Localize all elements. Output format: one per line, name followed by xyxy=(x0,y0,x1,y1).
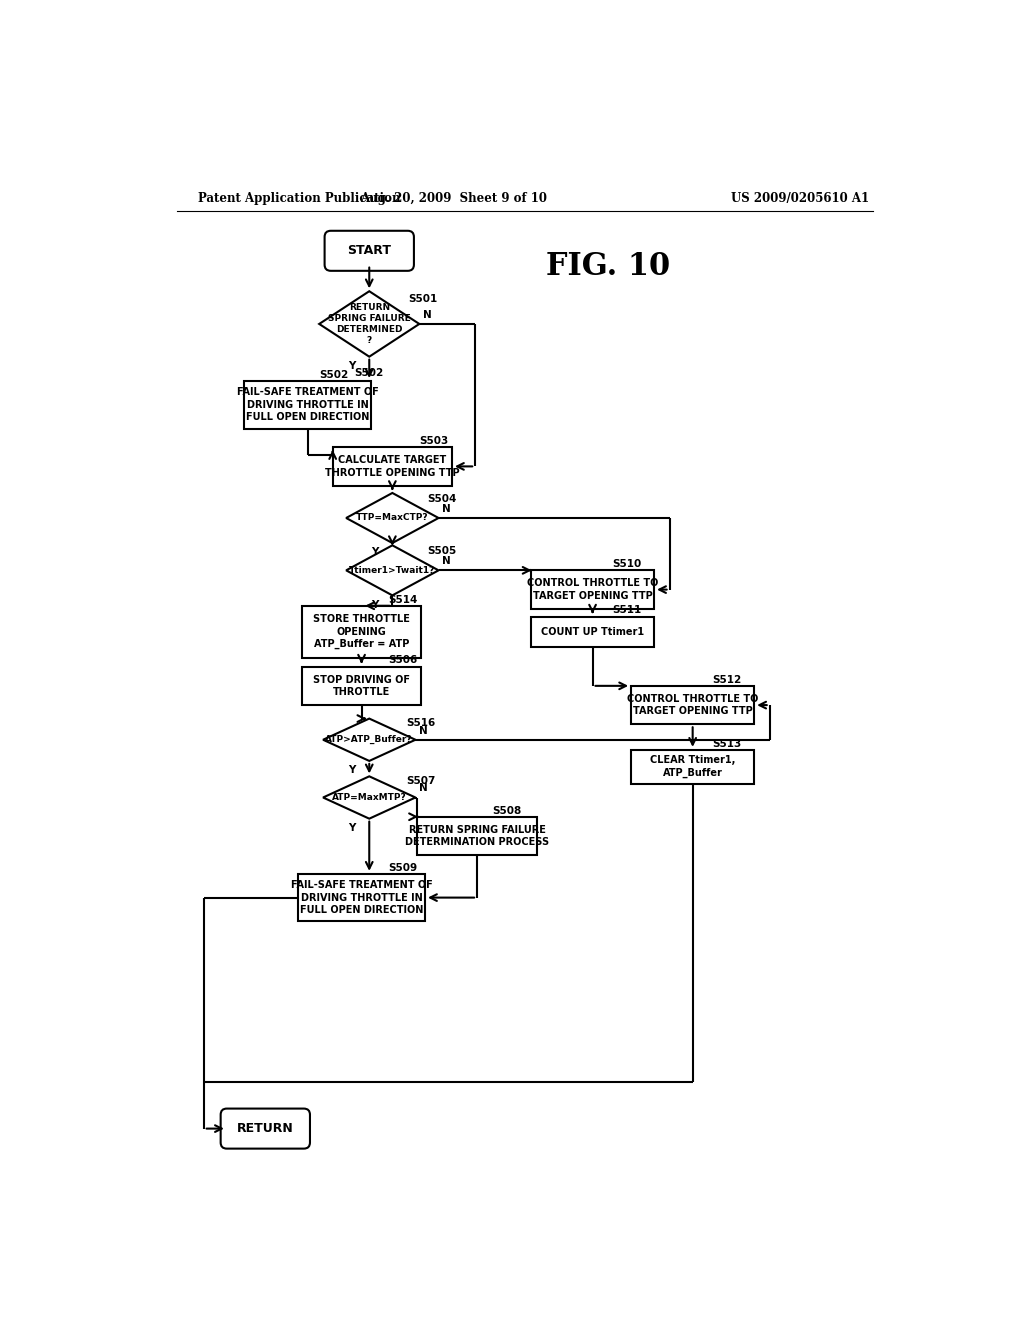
Text: S513: S513 xyxy=(712,739,741,748)
Text: S502: S502 xyxy=(354,368,383,379)
Text: US 2009/0205610 A1: US 2009/0205610 A1 xyxy=(731,191,869,205)
Text: S506: S506 xyxy=(388,656,418,665)
FancyBboxPatch shape xyxy=(220,1109,310,1148)
Bar xyxy=(298,874,425,921)
Bar xyxy=(244,381,371,429)
Text: COUNT UP Ttimer1: COUNT UP Ttimer1 xyxy=(541,627,644,638)
Text: S511: S511 xyxy=(611,606,641,615)
Text: S508: S508 xyxy=(493,805,521,816)
Text: S504: S504 xyxy=(427,494,457,504)
Text: STORE THROTTLE
OPENING
ATP_Buffer = ATP: STORE THROTTLE OPENING ATP_Buffer = ATP xyxy=(313,614,410,649)
Polygon shape xyxy=(319,292,419,356)
Text: FAIL-SAFE TREATMENT OF
DRIVING THROTTLE IN
FULL OPEN DIRECTION: FAIL-SAFE TREATMENT OF DRIVING THROTTLE … xyxy=(237,387,379,422)
Text: S505: S505 xyxy=(427,546,457,557)
Bar xyxy=(631,750,755,784)
Text: CLEAR Ttimer1,
ATP_Buffer: CLEAR Ttimer1, ATP_Buffer xyxy=(650,755,735,777)
Text: Y: Y xyxy=(348,766,355,775)
Text: N: N xyxy=(419,726,427,735)
Bar xyxy=(631,686,755,725)
Text: CALCULATE TARGET
THROTTLE OPENING TTP: CALCULATE TARGET THROTTLE OPENING TTP xyxy=(325,455,460,478)
Text: CONTROL THROTTLE TO
TARGET OPENING TTP: CONTROL THROTTLE TO TARGET OPENING TTP xyxy=(627,694,759,717)
Text: S507: S507 xyxy=(407,776,435,785)
Text: FAIL-SAFE TREATMENT OF
DRIVING THROTTLE IN
FULL OPEN DIRECTION: FAIL-SAFE TREATMENT OF DRIVING THROTTLE … xyxy=(291,880,432,915)
Text: RETURN SPRING FAILURE
DETERMINATION PROCESS: RETURN SPRING FAILURE DETERMINATION PROC… xyxy=(406,825,549,847)
FancyBboxPatch shape xyxy=(325,231,414,271)
Text: S512: S512 xyxy=(712,675,741,685)
Bar xyxy=(418,817,537,855)
Text: Y: Y xyxy=(371,548,379,557)
Bar xyxy=(302,667,421,705)
Text: STOP DRIVING OF
THROTTLE: STOP DRIVING OF THROTTLE xyxy=(313,675,410,697)
Text: S509: S509 xyxy=(388,862,418,873)
Text: FIG. 10: FIG. 10 xyxy=(546,251,670,281)
Text: S516: S516 xyxy=(407,718,435,729)
Text: RETURN: RETURN xyxy=(237,1122,294,1135)
Bar xyxy=(302,606,421,659)
Text: Ttimer1>Twait1?: Ttimer1>Twait1? xyxy=(349,566,435,574)
Text: S502: S502 xyxy=(319,370,348,380)
Bar xyxy=(333,447,452,486)
Text: S501: S501 xyxy=(408,294,437,304)
Text: N: N xyxy=(441,556,451,566)
Text: START: START xyxy=(347,244,391,257)
Polygon shape xyxy=(346,545,438,595)
Text: N: N xyxy=(419,783,427,793)
Text: N: N xyxy=(423,310,432,319)
Text: TTP=MaxCTP?: TTP=MaxCTP? xyxy=(356,513,429,523)
Text: S514: S514 xyxy=(388,594,418,605)
Text: Y: Y xyxy=(371,599,379,610)
Text: S503: S503 xyxy=(419,436,449,446)
Polygon shape xyxy=(323,718,416,760)
Polygon shape xyxy=(346,492,438,543)
Text: ATP>ATP_Buffer?: ATP>ATP_Buffer? xyxy=(326,735,413,744)
Text: S510: S510 xyxy=(611,560,641,569)
Text: N: N xyxy=(441,504,451,513)
Text: Y: Y xyxy=(348,822,355,833)
Text: CONTROL THROTTLE TO
TARGET OPENING TTP: CONTROL THROTTLE TO TARGET OPENING TTP xyxy=(527,578,658,601)
Polygon shape xyxy=(323,776,416,818)
Text: RETURN
SPRING FAILURE
DETERMINED
?: RETURN SPRING FAILURE DETERMINED ? xyxy=(328,302,411,345)
Text: Aug. 20, 2009  Sheet 9 of 10: Aug. 20, 2009 Sheet 9 of 10 xyxy=(360,191,548,205)
Text: ATP=MaxMTP?: ATP=MaxMTP? xyxy=(332,793,407,803)
Text: Patent Application Publication: Patent Application Publication xyxy=(199,191,400,205)
Bar xyxy=(531,570,654,609)
Text: Y: Y xyxy=(348,360,355,371)
Bar xyxy=(531,616,654,647)
